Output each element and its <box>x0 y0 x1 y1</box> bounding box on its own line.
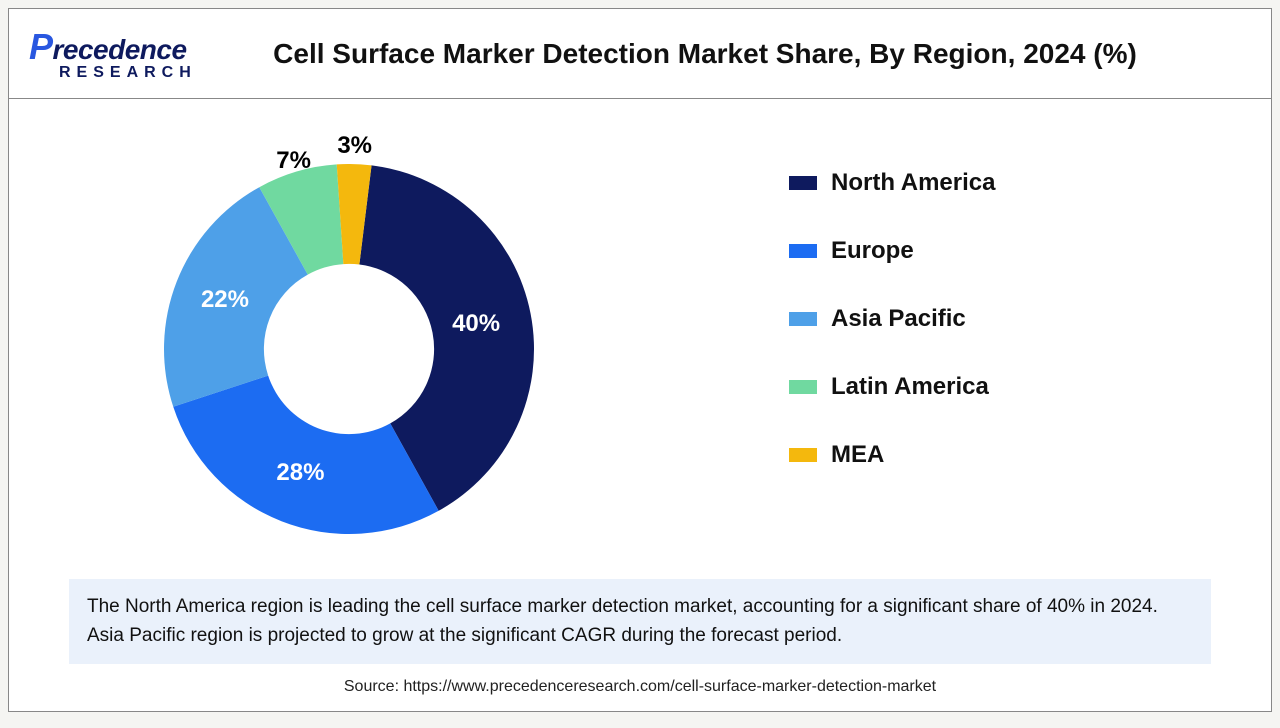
donut-wrap: 40%28%22%7%3% <box>164 164 534 534</box>
source-line: Source: https://www.precedenceresearch.c… <box>9 678 1271 696</box>
slice-label: 28% <box>276 459 324 487</box>
brand-name: Precedence <box>29 26 259 68</box>
chart-title: Cell Surface Marker Detection Market Sha… <box>259 38 1251 70</box>
legend-item: Asia Pacific <box>789 305 1211 333</box>
chart-card: Precedence RESEARCH Cell Surface Marker … <box>8 8 1272 712</box>
legend-swatch <box>789 244 817 258</box>
legend-label: North America <box>831 169 995 197</box>
legend-label: Latin America <box>831 373 989 401</box>
legend-label: Europe <box>831 237 914 265</box>
legend-item: Europe <box>789 237 1211 265</box>
legend-swatch <box>789 312 817 326</box>
legend-label: MEA <box>831 441 884 469</box>
brand-logo: Precedence RESEARCH <box>29 19 259 89</box>
slice-label: 3% <box>337 132 372 160</box>
donut-chart: 40%28%22%7%3% <box>69 139 629 559</box>
slice-label: 7% <box>276 147 311 175</box>
legend-item: MEA <box>789 441 1211 469</box>
legend-swatch <box>789 176 817 190</box>
brand-initial: P <box>29 26 53 67</box>
slice-label: 22% <box>201 286 249 314</box>
donut-slice <box>173 376 438 534</box>
legend-label: Asia Pacific <box>831 305 966 333</box>
donut-svg <box>164 164 534 534</box>
slice-label: 40% <box>452 310 500 338</box>
legend-swatch <box>789 448 817 462</box>
legend-swatch <box>789 380 817 394</box>
legend-item: North America <box>789 169 1211 197</box>
brand-rest: recedence <box>53 34 187 65</box>
brand-subtitle: RESEARCH <box>59 64 259 82</box>
header: Precedence RESEARCH Cell Surface Marker … <box>9 9 1271 99</box>
legend-item: Latin America <box>789 373 1211 401</box>
caption-box: The North America region is leading the … <box>69 579 1211 664</box>
chart-body: 40% 28% 22% 7% 3% North America Europe Asia Pa… <box>9 99 1271 579</box>
legend: North America Europe Asia Pacific Latin Ame… <box>629 139 1211 569</box>
caption-text: The North America region is leading the … <box>87 596 1158 646</box>
